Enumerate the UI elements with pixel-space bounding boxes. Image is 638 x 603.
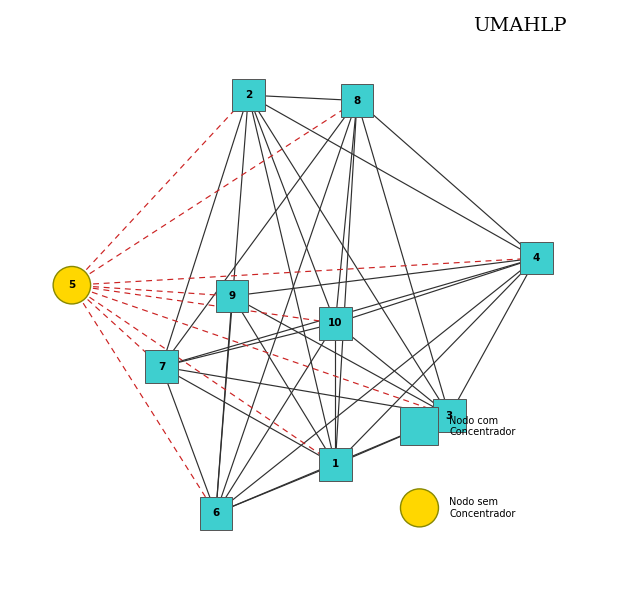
FancyBboxPatch shape [200,497,232,529]
FancyBboxPatch shape [145,350,178,383]
Text: 3: 3 [446,411,453,420]
FancyBboxPatch shape [216,280,248,312]
FancyBboxPatch shape [319,448,352,481]
Circle shape [401,489,438,527]
Text: 7: 7 [158,362,165,371]
FancyBboxPatch shape [232,79,265,112]
Text: Nodo com
Concentrador: Nodo com Concentrador [449,415,516,437]
FancyBboxPatch shape [401,408,438,446]
FancyBboxPatch shape [433,399,466,432]
Text: 2: 2 [245,90,252,100]
FancyBboxPatch shape [319,307,352,339]
Text: 4: 4 [533,253,540,263]
Text: 9: 9 [228,291,235,301]
Circle shape [53,267,91,304]
Text: UMAHLP: UMAHLP [473,17,567,36]
Text: 6: 6 [212,508,219,519]
Text: Nodo sem
Concentrador: Nodo sem Concentrador [449,497,516,519]
Text: 8: 8 [353,95,360,106]
FancyBboxPatch shape [520,242,553,274]
Text: 1: 1 [332,459,339,470]
Text: 5: 5 [68,280,75,290]
FancyBboxPatch shape [341,84,373,117]
Text: 10: 10 [328,318,343,328]
